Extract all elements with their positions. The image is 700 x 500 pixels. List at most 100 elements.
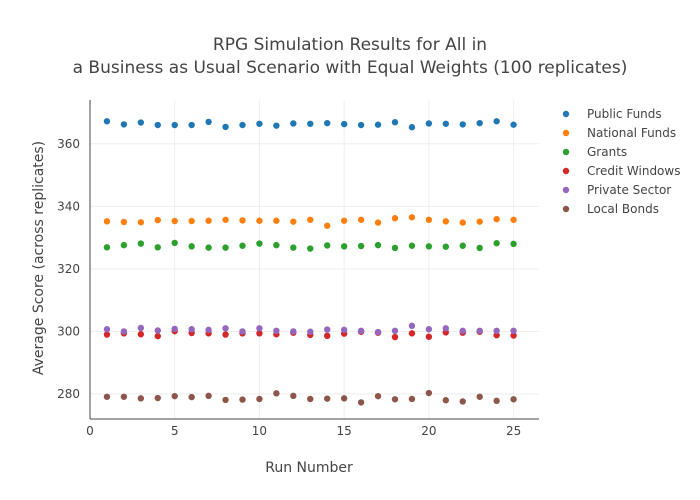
data-point bbox=[222, 325, 229, 332]
data-point bbox=[408, 242, 416, 249]
data-point bbox=[357, 121, 365, 129]
data-point bbox=[459, 327, 466, 335]
data-point bbox=[205, 217, 212, 224]
y-tick-labels: 280 300 320 340 360 bbox=[57, 137, 80, 401]
data-point bbox=[510, 327, 517, 335]
legend-item[interactable]: Grants bbox=[562, 145, 627, 159]
data-point bbox=[340, 395, 348, 402]
data-points bbox=[103, 118, 517, 406]
legend-item[interactable]: Credit Windows bbox=[562, 164, 681, 178]
legend-label: Local Bonds bbox=[587, 202, 659, 216]
data-point bbox=[290, 120, 297, 127]
data-point bbox=[239, 328, 246, 335]
legend-item[interactable]: National Funds bbox=[562, 126, 676, 140]
legend-item[interactable]: Public Funds bbox=[562, 107, 662, 121]
data-point bbox=[171, 217, 178, 225]
x-tick-label: 15 bbox=[337, 424, 352, 438]
data-point bbox=[222, 396, 229, 404]
data-point bbox=[273, 122, 280, 129]
y-tick-label: 340 bbox=[57, 199, 80, 213]
y-axis-title: Average Score (across replicates) bbox=[31, 141, 47, 375]
data-point bbox=[256, 240, 263, 247]
data-point bbox=[307, 120, 314, 127]
data-point bbox=[256, 325, 263, 332]
data-point bbox=[154, 216, 161, 224]
data-point bbox=[324, 242, 331, 249]
data-point bbox=[374, 392, 382, 400]
data-point bbox=[459, 398, 466, 405]
data-point bbox=[205, 326, 212, 334]
x-tick-label: 5 bbox=[171, 424, 179, 438]
data-point bbox=[290, 218, 297, 225]
data-point bbox=[374, 219, 382, 226]
data-point bbox=[137, 395, 145, 402]
series-national-funds bbox=[103, 214, 517, 229]
data-point bbox=[171, 325, 178, 333]
legend-marker bbox=[562, 205, 570, 213]
legend-item[interactable]: Local Bonds bbox=[562, 202, 659, 216]
x-tick-label: 20 bbox=[421, 424, 436, 438]
data-point bbox=[222, 123, 229, 131]
data-point bbox=[324, 395, 331, 402]
data-point bbox=[391, 327, 399, 335]
data-point bbox=[442, 325, 450, 332]
y-tick-label: 360 bbox=[57, 137, 80, 151]
data-point bbox=[188, 326, 195, 333]
data-point bbox=[357, 216, 365, 223]
data-point bbox=[222, 244, 229, 251]
data-point bbox=[188, 217, 195, 225]
data-point bbox=[103, 326, 111, 333]
data-point bbox=[307, 328, 314, 335]
data-point bbox=[425, 389, 433, 397]
data-point bbox=[154, 327, 161, 334]
legend-label: Private Sector bbox=[587, 183, 671, 197]
data-point bbox=[442, 120, 450, 127]
data-point bbox=[171, 392, 178, 400]
data-point bbox=[340, 326, 348, 334]
data-point bbox=[273, 390, 280, 397]
x-tick-label: 10 bbox=[252, 424, 267, 438]
data-point bbox=[137, 331, 145, 338]
chart-title-line: a Business as Usual Scenario with Equal … bbox=[73, 58, 628, 78]
data-point bbox=[154, 244, 161, 251]
data-point bbox=[239, 396, 246, 403]
series-private-sector bbox=[103, 322, 517, 336]
data-point bbox=[374, 121, 382, 128]
data-point bbox=[510, 396, 517, 403]
series-local-bonds bbox=[103, 389, 517, 406]
data-point bbox=[493, 118, 500, 125]
data-point bbox=[324, 222, 331, 229]
data-point bbox=[425, 216, 433, 223]
data-point bbox=[137, 119, 145, 126]
data-point bbox=[493, 215, 500, 223]
data-point bbox=[510, 121, 517, 128]
data-point bbox=[137, 240, 145, 247]
legend-item[interactable]: Private Sector bbox=[562, 183, 671, 197]
data-point bbox=[391, 119, 399, 126]
series-public-funds bbox=[103, 118, 517, 131]
data-point bbox=[256, 217, 263, 224]
data-point bbox=[239, 242, 246, 249]
data-point bbox=[425, 120, 433, 127]
data-point bbox=[510, 332, 517, 339]
y-tick-label: 320 bbox=[57, 262, 80, 276]
data-point bbox=[408, 322, 416, 330]
data-point bbox=[205, 244, 212, 251]
data-point bbox=[222, 331, 229, 338]
data-point bbox=[273, 241, 280, 249]
data-point bbox=[103, 244, 111, 251]
chart-title: RPG Simulation Results for All in a Busin… bbox=[73, 35, 628, 78]
data-point bbox=[154, 332, 161, 340]
data-point bbox=[374, 328, 382, 336]
data-point bbox=[493, 240, 500, 247]
data-point bbox=[239, 121, 246, 129]
data-point bbox=[171, 239, 178, 247]
chart-title-line: RPG Simulation Results for All in bbox=[213, 35, 487, 55]
data-point bbox=[103, 331, 111, 338]
x-tick-label: 0 bbox=[86, 424, 94, 438]
data-point bbox=[391, 244, 399, 252]
data-point bbox=[188, 243, 195, 250]
data-point bbox=[425, 326, 433, 333]
data-point bbox=[425, 243, 433, 250]
legend-label: Credit Windows bbox=[587, 164, 680, 178]
